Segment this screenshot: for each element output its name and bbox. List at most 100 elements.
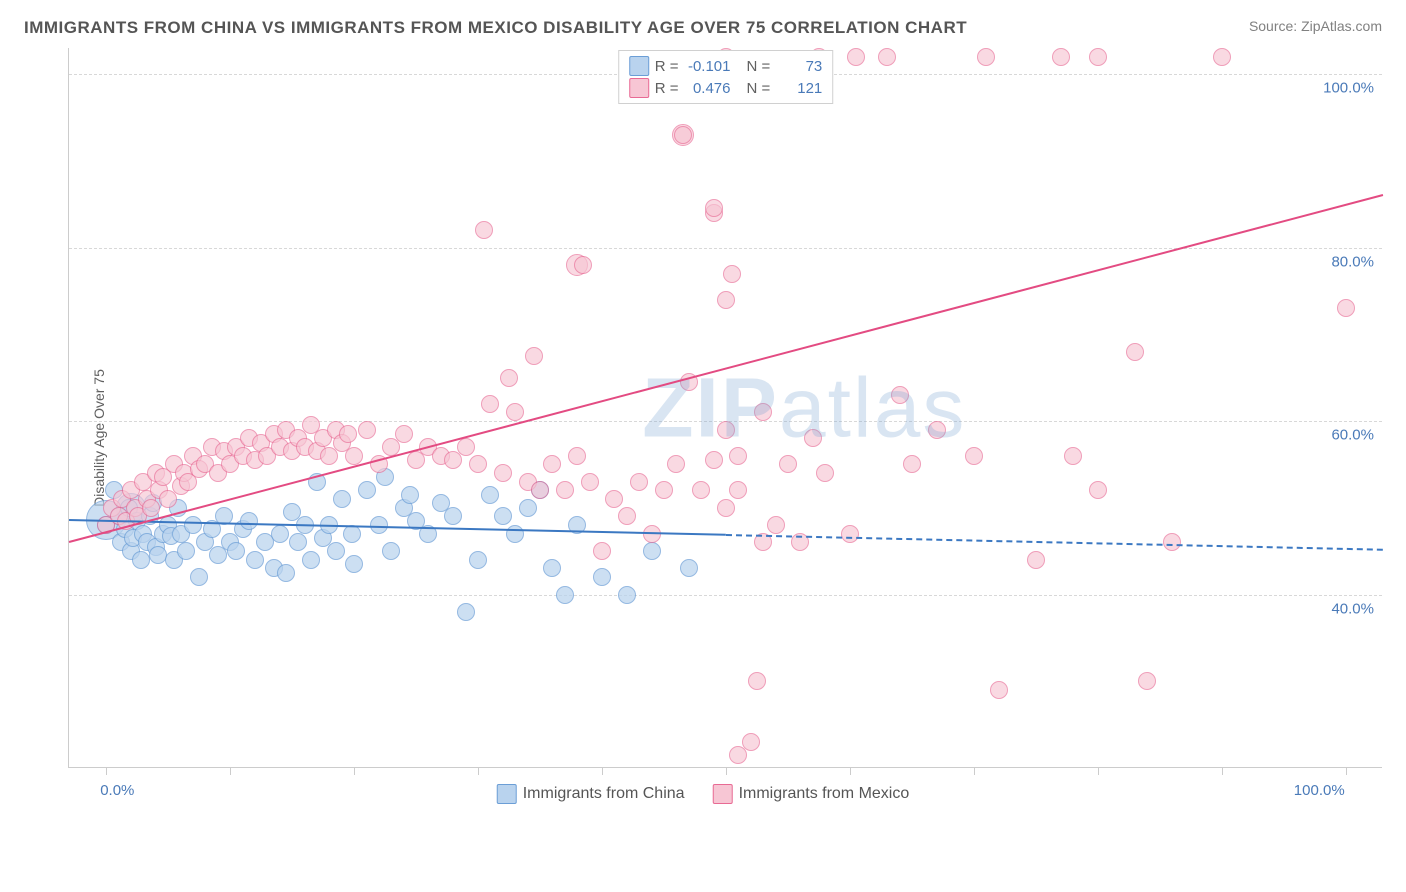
scatter-point <box>593 542 611 560</box>
legend-item: Immigrants from Mexico <box>713 784 910 804</box>
x-tick <box>1222 767 1223 775</box>
scatter-point <box>705 199 723 217</box>
y-tick-label: 100.0% <box>1323 80 1374 97</box>
scatter-point <box>767 516 785 534</box>
scatter-point <box>469 551 487 569</box>
scatter-point <box>878 48 896 66</box>
scatter-point <box>717 499 735 517</box>
y-tick-label: 40.0% <box>1331 600 1374 617</box>
scatter-point <box>543 455 561 473</box>
scatter-point <box>177 542 195 560</box>
scatter-point <box>190 568 208 586</box>
x-tick <box>1346 767 1347 775</box>
scatter-point <box>444 507 462 525</box>
scatter-point <box>754 403 772 421</box>
scatter-point <box>977 48 995 66</box>
scatter-point <box>574 256 592 274</box>
scatter-point <box>333 490 351 508</box>
x-tick <box>106 767 107 775</box>
x-tick <box>974 767 975 775</box>
legend-r-label: R = <box>655 80 679 97</box>
scatter-point <box>928 421 946 439</box>
legend-stat-row: R =-0.101N =73 <box>629 55 823 77</box>
series-legend: Immigrants from China Immigrants from Mex… <box>497 784 910 804</box>
scatter-point <box>457 438 475 456</box>
scatter-point <box>345 555 363 573</box>
legend-n-label: N = <box>747 80 771 97</box>
scatter-point <box>184 516 202 534</box>
scatter-point <box>149 546 167 564</box>
scatter-point <box>729 447 747 465</box>
x-tick <box>230 767 231 775</box>
scatter-point <box>655 481 673 499</box>
legend-label: Immigrants from Mexico <box>739 785 910 803</box>
chart-header: IMMIGRANTS FROM CHINA VS IMMIGRANTS FROM… <box>0 0 1406 48</box>
x-tick <box>1098 767 1099 775</box>
y-tick-label: 60.0% <box>1331 427 1374 444</box>
legend-stat-row: R =0.476N =121 <box>629 77 823 99</box>
scatter-point <box>891 386 909 404</box>
scatter-point <box>990 681 1008 699</box>
scatter-point <box>618 586 636 604</box>
scatter-point <box>804 429 822 447</box>
scatter-point <box>142 499 160 517</box>
x-tick-label: 100.0% <box>1294 782 1345 799</box>
x-tick <box>850 767 851 775</box>
scatter-point <box>481 395 499 413</box>
scatter-point <box>525 347 543 365</box>
scatter-point <box>401 486 419 504</box>
scatter-point <box>1064 447 1082 465</box>
scatter-point <box>903 455 921 473</box>
scatter-point <box>556 586 574 604</box>
scatter-point <box>1126 343 1144 361</box>
scatter-point <box>692 481 710 499</box>
scatter-point <box>556 481 574 499</box>
scatter-point <box>475 221 493 239</box>
scatter-point <box>643 542 661 560</box>
scatter-point <box>593 568 611 586</box>
chart-title: IMMIGRANTS FROM CHINA VS IMMIGRANTS FROM… <box>24 18 967 38</box>
scatter-point <box>506 403 524 421</box>
scatter-point <box>531 481 549 499</box>
legend-r-value: -0.101 <box>685 58 731 75</box>
scatter-point <box>667 455 685 473</box>
chart-container: Disability Age Over 75 ZIPatlas R =-0.10… <box>24 48 1382 828</box>
plot-area: ZIPatlas R =-0.101N =73R =0.476N =121 40… <box>68 48 1382 768</box>
scatter-point <box>345 447 363 465</box>
gridline <box>69 595 1382 596</box>
scatter-point <box>382 542 400 560</box>
scatter-point <box>581 473 599 491</box>
scatter-point <box>742 733 760 751</box>
legend-r-value: 0.476 <box>685 80 731 97</box>
scatter-point <box>816 464 834 482</box>
scatter-point <box>1213 48 1231 66</box>
scatter-point <box>289 533 307 551</box>
scatter-point <box>240 512 258 530</box>
scatter-point <box>1027 551 1045 569</box>
scatter-point <box>481 486 499 504</box>
scatter-point <box>674 126 692 144</box>
scatter-point <box>1163 533 1181 551</box>
scatter-point <box>506 525 524 543</box>
x-tick <box>478 767 479 775</box>
scatter-point <box>717 421 735 439</box>
x-tick <box>726 767 727 775</box>
legend-item: Immigrants from China <box>497 784 685 804</box>
scatter-point <box>395 425 413 443</box>
legend-swatch <box>497 784 517 804</box>
scatter-point <box>339 425 357 443</box>
scatter-point <box>568 447 586 465</box>
scatter-point <box>358 421 376 439</box>
x-tick <box>354 767 355 775</box>
scatter-point <box>132 551 150 569</box>
scatter-point <box>500 369 518 387</box>
scatter-point <box>630 473 648 491</box>
scatter-point <box>1089 481 1107 499</box>
legend-swatch <box>713 784 733 804</box>
scatter-point <box>779 455 797 473</box>
scatter-point <box>1138 672 1156 690</box>
scatter-point <box>618 507 636 525</box>
scatter-point <box>246 551 264 569</box>
chart-source: Source: ZipAtlas.com <box>1249 18 1382 34</box>
y-tick-label: 80.0% <box>1331 253 1374 270</box>
